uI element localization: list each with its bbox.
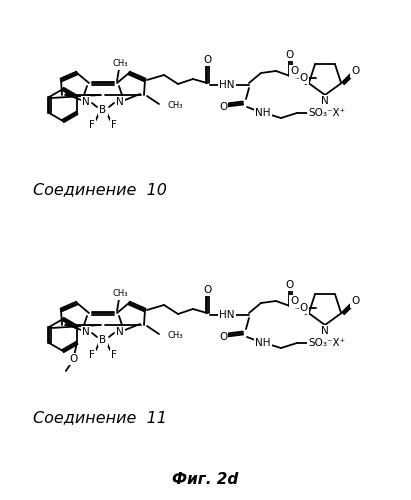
Text: NH: NH	[255, 338, 271, 348]
Text: N: N	[116, 327, 124, 337]
Text: Соединение  10: Соединение 10	[33, 182, 167, 198]
Text: HN: HN	[219, 310, 235, 320]
Text: B: B	[99, 335, 106, 345]
Text: N: N	[82, 97, 90, 107]
Text: O: O	[203, 55, 211, 65]
Text: N: N	[116, 97, 124, 107]
Text: O: O	[286, 50, 294, 60]
Text: N: N	[82, 327, 90, 337]
Text: SO₃⁻X⁺: SO₃⁻X⁺	[308, 338, 346, 348]
Text: F: F	[89, 350, 95, 360]
Text: SO₃⁻X⁺: SO₃⁻X⁺	[308, 108, 346, 118]
Text: O: O	[219, 102, 227, 112]
Text: B: B	[99, 105, 106, 115]
Text: HN: HN	[219, 80, 235, 90]
Text: CH₃: CH₃	[167, 330, 182, 340]
Text: O: O	[300, 73, 308, 83]
Text: Соединение  11: Соединение 11	[33, 410, 167, 426]
Text: O: O	[203, 285, 211, 295]
Text: O: O	[351, 296, 359, 306]
Text: F: F	[111, 350, 117, 360]
Text: F: F	[111, 120, 117, 130]
Text: N: N	[321, 96, 329, 106]
Text: O: O	[291, 296, 299, 306]
Text: CH₃: CH₃	[112, 290, 128, 298]
Text: CH₃: CH₃	[167, 100, 182, 110]
Text: O: O	[219, 332, 227, 342]
Text: O: O	[300, 303, 308, 313]
Text: N: N	[321, 326, 329, 336]
Text: CH₃: CH₃	[112, 60, 128, 68]
Text: Фиг. 2d: Фиг. 2d	[172, 472, 238, 488]
Text: O: O	[351, 66, 359, 76]
Text: O: O	[70, 354, 78, 364]
Text: O: O	[291, 66, 299, 76]
Text: F: F	[89, 120, 95, 130]
Text: O: O	[286, 280, 294, 290]
Text: NH: NH	[255, 108, 271, 118]
